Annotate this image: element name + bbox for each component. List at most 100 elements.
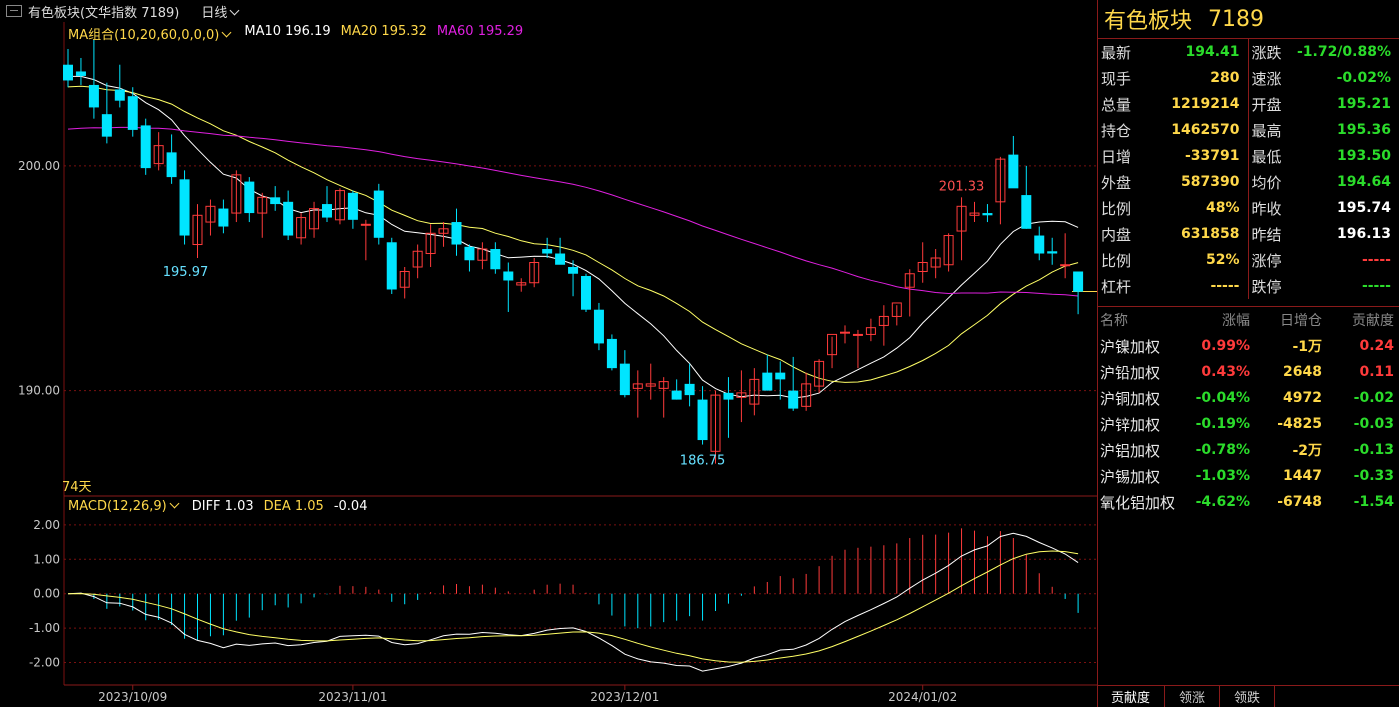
candle-body (827, 333, 838, 356)
quote-value: 194.41 (1185, 44, 1240, 60)
tab-2[interactable]: 领跌 (1220, 686, 1276, 707)
ma10-line (68, 75, 1079, 399)
contribution-column-header[interactable]: 日增仓 (1280, 313, 1322, 329)
candle (205, 199, 216, 236)
candle (801, 372, 812, 411)
candle-body (88, 84, 99, 108)
quote-value: 194.64 (1336, 174, 1391, 190)
candle-body (1060, 264, 1071, 267)
candle (852, 329, 863, 369)
candle-body (257, 196, 268, 214)
candle-body (425, 232, 436, 255)
candle (723, 377, 734, 438)
candle-body (840, 331, 850, 334)
candle (788, 356, 799, 411)
contribution-column-header[interactable]: 涨幅 (1222, 313, 1250, 329)
contribution-row[interactable]: 氧化铝加权 -4.62% -6748 -1.54 (1098, 489, 1399, 515)
candle-body (516, 282, 527, 286)
candle-body (347, 192, 358, 220)
contribution-row[interactable]: 沪锡加权 -1.03% 1447 -0.33 (1098, 463, 1399, 489)
candle (347, 190, 358, 229)
quote-label: 比例 (1101, 251, 1132, 270)
contribution-column-header[interactable]: 名称 (1100, 313, 1128, 329)
candle (477, 242, 488, 270)
macd-title: MACD(12,26,9) (68, 499, 167, 514)
macd-selector[interactable]: MACD(12,26,9) (68, 498, 182, 514)
x-tick-label: 2023/12/01 (590, 690, 659, 704)
candle (399, 267, 410, 299)
quote-cell: 最高 195.36 (1249, 117, 1399, 143)
contribution-cell-chg: 0.43% (1201, 364, 1250, 380)
contribution-cell-con: -0.03 (1353, 416, 1394, 432)
contribution-cell-oi: -1万 (1292, 339, 1322, 355)
instrument-title: 有色板块(文华指数 7189) (28, 5, 180, 21)
candle (283, 190, 294, 241)
ma20-value: MA20 195.32 (340, 24, 427, 39)
quote-code: 7189 (1208, 6, 1265, 32)
contribution-row[interactable]: 沪铝加权 -0.78% -2万 -0.13 (1098, 437, 1399, 463)
candle (762, 354, 773, 391)
contribution-cell-oi: 2648 (1283, 364, 1322, 380)
quote-value: 587390 (1181, 174, 1240, 190)
quote-label: 持仓 (1101, 121, 1132, 140)
candle-body (153, 145, 164, 165)
candle-body (127, 96, 138, 130)
candle (891, 302, 902, 326)
contribution-row[interactable]: 沪铜加权 -0.04% 4972 -0.02 (1098, 385, 1399, 411)
candle (710, 390, 721, 464)
candle-body (762, 372, 773, 391)
x-tick-label: 2023/11/01 (318, 690, 387, 704)
quote-cell: 比例 52% (1098, 247, 1249, 273)
quote-cell: 外盘 587390 (1098, 169, 1249, 195)
candle (63, 48, 73, 88)
quote-label: 杠杆 (1101, 277, 1132, 296)
quote-label: 现手 (1101, 69, 1132, 88)
candle (516, 278, 527, 292)
candle (917, 242, 928, 283)
ma-combo-selector[interactable]: MA组合(10,20,60,0,0,0) (68, 24, 234, 43)
candle-body (1073, 271, 1084, 292)
candle (606, 334, 617, 371)
tab-1[interactable]: 领涨 (1165, 686, 1221, 707)
quote-value: ----- (1210, 278, 1240, 294)
macd-tick-label: 1.00 (33, 552, 60, 566)
candle (1073, 271, 1084, 315)
candle-body (438, 228, 449, 234)
candle-body (309, 208, 320, 230)
candle (334, 188, 345, 225)
candle-body (218, 208, 229, 227)
candle (114, 64, 125, 108)
period-selector[interactable]: 日线 (201, 2, 242, 21)
macd-legend: MACD(12,26,9) DIFF 1.03 DEA 1.05 -0.04 (68, 498, 368, 514)
quote-cell: 开盘 195.21 (1249, 91, 1399, 117)
candle (218, 199, 229, 234)
macd-tick-label: -1.00 (29, 621, 60, 635)
contribution-row[interactable]: 沪镍加权 0.99% -1万 0.24 (1098, 333, 1399, 359)
quote-value: 195.74 (1336, 200, 1391, 216)
quote-label: 开盘 (1251, 95, 1282, 114)
candle-body (270, 197, 281, 205)
contribution-cell-oi: -4825 (1277, 416, 1322, 432)
candle (568, 260, 579, 297)
quote-grid: 最新 194.41 涨跌 -1.72/0.88% 现手 280 速涨 -0.02% 总量 1219… (1098, 38, 1399, 299)
contribution-row[interactable]: 沪锌加权 -0.19% -4825 -0.03 (1098, 411, 1399, 437)
candle-body (166, 152, 177, 178)
tab-0[interactable]: 贡献度 (1097, 686, 1166, 707)
candle (373, 183, 384, 245)
macd-value: -0.04 (333, 499, 368, 514)
quote-value: ----- (1361, 252, 1391, 268)
contribution-row[interactable]: 沪铅加权 0.43% 2648 0.11 (1098, 359, 1399, 385)
contribution-cell-chg: -0.19% (1195, 416, 1250, 432)
candle (840, 325, 850, 344)
candle (956, 197, 967, 261)
window-icon[interactable] (6, 5, 22, 17)
quote-cell: 总量 1219214 (1098, 91, 1249, 117)
contribution-column-header[interactable]: 贡献度 (1352, 313, 1394, 329)
quote-value: 196.13 (1336, 226, 1391, 242)
candle (555, 237, 566, 265)
candle (736, 370, 747, 423)
candlestick-chart[interactable]: 200.00 190.00 201.33 195.97 186.75 2.00 1.00 0.… (0, 0, 1097, 707)
quote-label: 比例 (1101, 199, 1132, 218)
candle-body (101, 114, 112, 137)
candle-body (568, 267, 579, 274)
